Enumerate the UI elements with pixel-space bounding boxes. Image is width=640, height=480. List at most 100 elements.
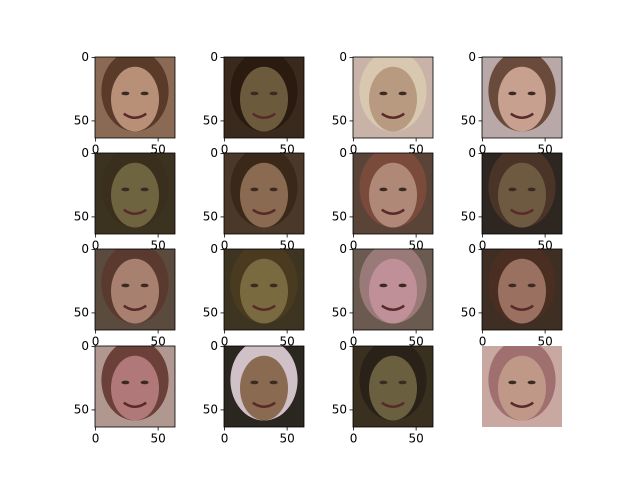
x-tick-label: 50 [150,432,165,446]
y-tick-label: 0 [210,50,218,64]
eye [121,380,130,385]
y-tick-label: 0 [468,50,476,64]
image [482,346,562,427]
image [224,153,304,234]
mouth [381,304,405,311]
axes-frame [223,56,305,139]
mouth [252,112,276,119]
eye [140,283,149,288]
x-tick-label: 50 [408,432,423,446]
eye [250,91,259,96]
eye [379,283,388,288]
mouth [123,401,147,408]
x-tick-label: 0 [350,432,358,446]
axes-frame [223,152,305,235]
eye [508,380,517,385]
eye [527,91,536,96]
x-tick-label: 50 [279,432,294,446]
x-tick-label: 50 [150,335,165,349]
y-tick-label: 0 [210,146,218,160]
eye [269,380,278,385]
image [482,57,562,138]
axes-frame [481,152,563,235]
y-tick-label: 50 [74,402,89,416]
face [498,258,546,324]
axes-frame [352,248,434,331]
axes-frame [352,345,434,428]
image [95,346,175,427]
x-tick-label: 0 [350,335,358,349]
image [95,57,175,138]
eye [250,187,259,192]
axes-frame [352,56,434,139]
y-tick-label: 0 [468,146,476,160]
axes-frame [94,345,176,428]
y-tick-label: 0 [81,242,89,256]
y-tick-label: 50 [203,113,218,127]
image [353,57,433,138]
y-tick-label: 50 [461,113,476,127]
axes-frame [481,248,563,331]
x-tick-label: 50 [408,335,423,349]
eye [398,91,407,96]
eye [398,380,407,385]
eye [379,187,388,192]
image [95,153,175,234]
image [482,153,562,234]
eye [398,283,407,288]
mouth [252,304,276,311]
eye [269,187,278,192]
y-tick-label: 0 [468,242,476,256]
mouth [123,112,147,119]
eye [508,283,517,288]
y-tick-label: 50 [332,402,347,416]
face [498,162,546,228]
mouth [510,112,534,119]
eye [379,91,388,96]
eye [508,91,517,96]
mouth [123,304,147,311]
x-tick-label: 0 [350,239,358,253]
y-tick-label: 0 [210,242,218,256]
eye [140,187,149,192]
axes-frame [352,152,434,235]
x-tick-label: 0 [479,143,487,157]
x-tick-label: 0 [221,432,229,446]
subplot [482,346,562,427]
axes-frame [94,152,176,235]
face [498,355,546,421]
eye [527,283,536,288]
y-tick-label: 50 [332,305,347,319]
y-tick-label: 50 [461,305,476,319]
y-tick-label: 50 [203,305,218,319]
x-tick-label: 0 [221,143,229,157]
x-tick-label: 50 [537,335,552,349]
eye [121,91,130,96]
y-tick-label: 0 [81,146,89,160]
y-tick-label: 50 [203,209,218,223]
y-tick-label: 0 [339,50,347,64]
x-tick-label: 0 [92,239,100,253]
face [369,355,417,421]
image [224,249,304,330]
eye [121,187,130,192]
x-tick-label: 0 [479,335,487,349]
face [111,355,159,421]
image [353,249,433,330]
y-tick-label: 50 [74,113,89,127]
y-tick-label: 0 [81,50,89,64]
subplot: 0 50 0 50 [461,242,563,349]
eye [140,380,149,385]
face [369,66,417,132]
eye [250,283,259,288]
